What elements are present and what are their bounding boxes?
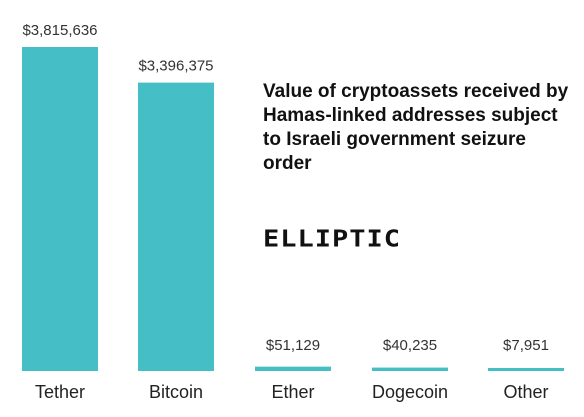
value-label-ether: $51,129 [266,337,320,354]
chart-title: Value of cryptoassets received by Hamas-… [263,81,569,174]
value-label-other: $7,951 [503,337,549,354]
category-label-bitcoin: Bitcoin [149,382,203,402]
bar-ether [255,366,331,371]
bar-other [488,368,564,371]
category-label-ether: Ether [271,382,314,402]
category-label-tether: Tether [35,382,85,402]
elliptic-logo: ELLIPTIC [263,226,402,253]
bar-tether [22,47,98,371]
bar-bitcoin [138,82,214,372]
category-label-other: Other [503,382,548,402]
value-label-tether: $3,815,636 [22,22,97,39]
bar-dogecoin [372,367,448,371]
value-label-bitcoin: $3,396,375 [138,58,213,75]
value-label-dogecoin: $40,235 [383,337,437,354]
category-label-dogecoin: Dogecoin [372,382,448,402]
